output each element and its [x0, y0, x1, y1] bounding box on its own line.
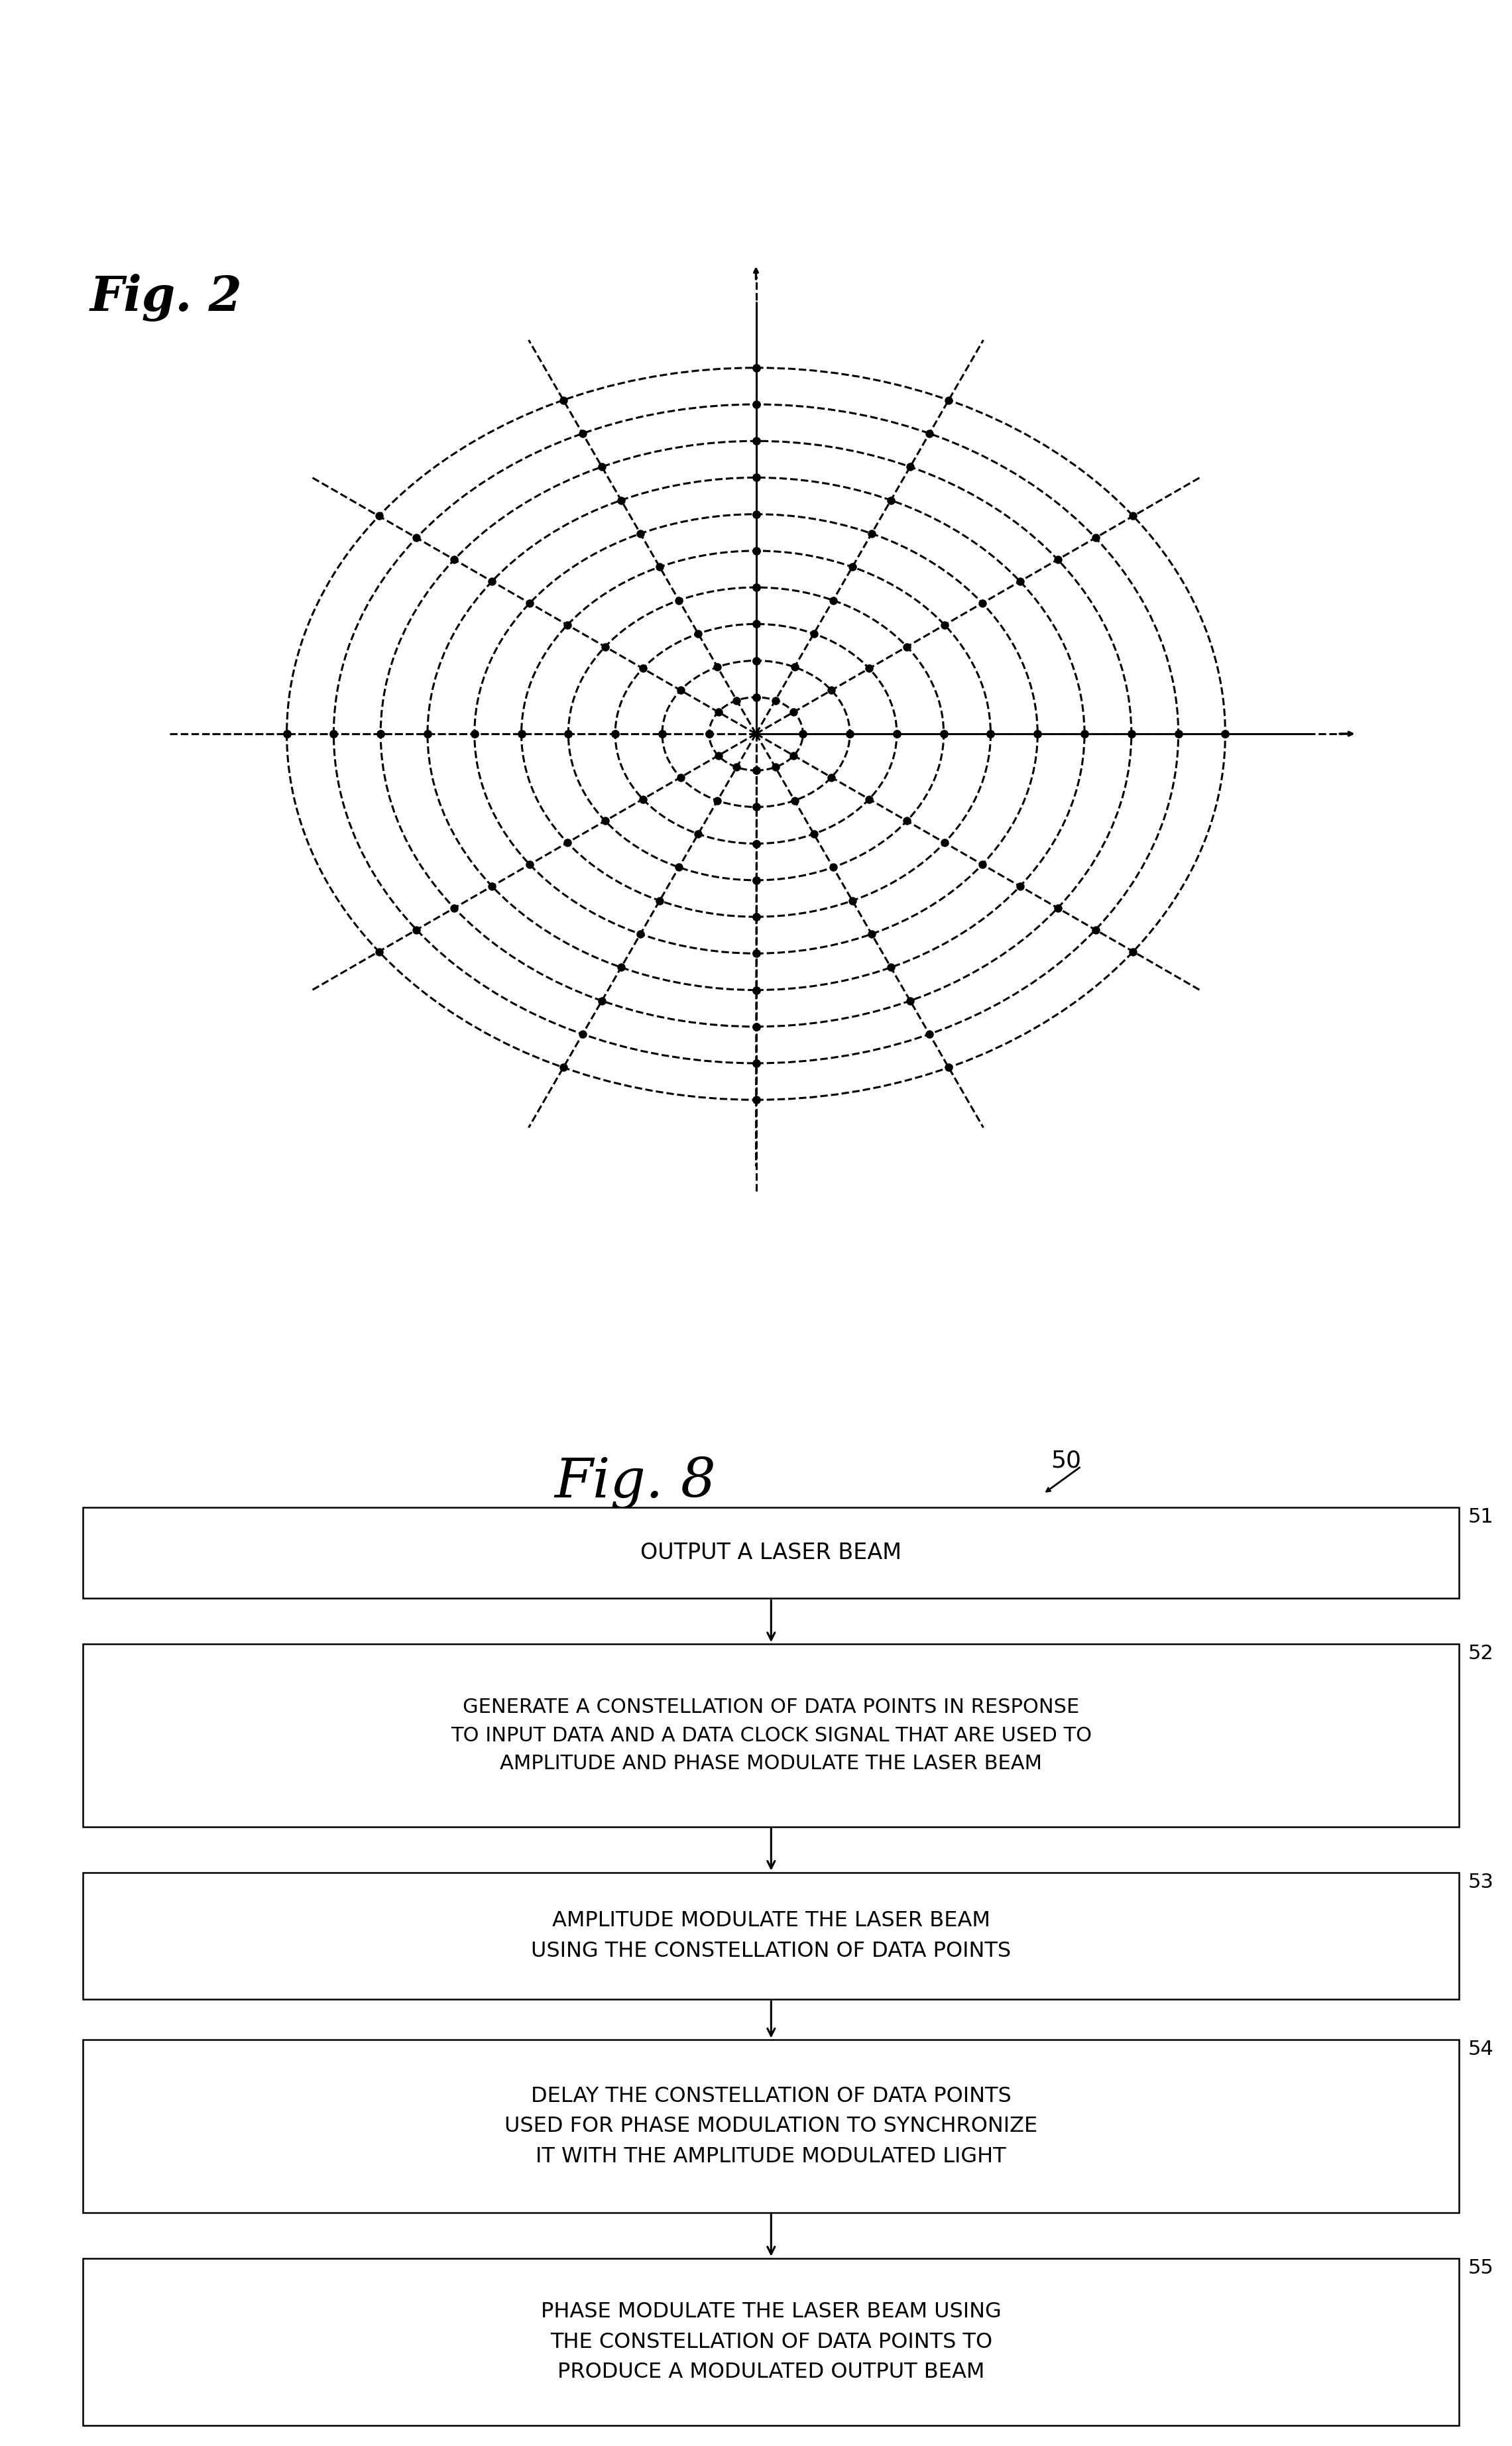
- Text: Fig. 8: Fig. 8: [555, 1455, 715, 1509]
- Text: Fig. 2: Fig. 2: [89, 274, 242, 323]
- Text: AMPLITUDE MODULATE THE LASER BEAM
USING THE CONSTELLATION OF DATA POINTS: AMPLITUDE MODULATE THE LASER BEAM USING …: [531, 1910, 1012, 1962]
- FancyBboxPatch shape: [83, 2258, 1459, 2426]
- Text: 54: 54: [1468, 2040, 1494, 2060]
- Text: 52: 52: [1468, 1644, 1494, 1663]
- Text: 53: 53: [1468, 1874, 1494, 1891]
- FancyBboxPatch shape: [83, 1874, 1459, 1998]
- Text: GENERATE A CONSTELLATION OF DATA POINTS IN RESPONSE
TO INPUT DATA AND A DATA CLO: GENERATE A CONSTELLATION OF DATA POINTS …: [451, 1698, 1092, 1773]
- FancyBboxPatch shape: [83, 1644, 1459, 1827]
- Text: 50: 50: [1051, 1448, 1081, 1472]
- Text: 51: 51: [1468, 1507, 1494, 1526]
- FancyBboxPatch shape: [83, 2040, 1459, 2214]
- Text: 55: 55: [1468, 2258, 1494, 2277]
- FancyBboxPatch shape: [83, 1507, 1459, 1597]
- Text: DELAY THE CONSTELLATION OF DATA POINTS
USED FOR PHASE MODULATION TO SYNCHRONIZE
: DELAY THE CONSTELLATION OF DATA POINTS U…: [505, 2086, 1037, 2167]
- Text: OUTPUT A LASER BEAM: OUTPUT A LASER BEAM: [641, 1541, 901, 1563]
- Text: PHASE MODULATE THE LASER BEAM USING
THE CONSTELLATION OF DATA POINTS TO
PRODUCE : PHASE MODULATE THE LASER BEAM USING THE …: [541, 2302, 1001, 2382]
